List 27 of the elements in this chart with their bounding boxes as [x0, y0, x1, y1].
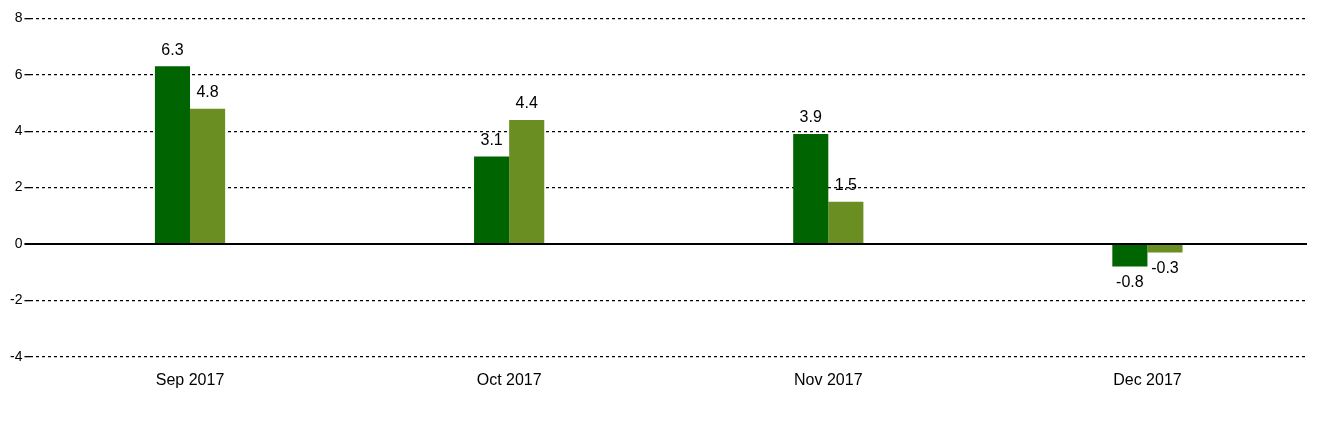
y-tick-label: 0	[14, 234, 23, 251]
bar	[793, 134, 829, 243]
y-tick-label: 6	[14, 65, 23, 82]
x-tick-label: Dec 2017	[1113, 370, 1182, 388]
y-tick-label: 4	[14, 122, 23, 139]
y-tick-label: 2	[14, 178, 23, 195]
x-tick-label: Nov 2017	[794, 370, 863, 388]
y-tick-label: -4	[10, 347, 23, 364]
bar	[509, 119, 545, 243]
y-tick-label: 8	[14, 9, 23, 26]
data-label: 4.8	[196, 83, 219, 101]
data-label: -0.8	[1116, 272, 1144, 290]
bar	[828, 201, 864, 243]
bar	[474, 156, 510, 243]
bar	[1112, 245, 1148, 267]
data-label: 3.1	[480, 130, 503, 148]
data-label: -0.3	[1151, 258, 1179, 276]
x-tick-label: Oct 2017	[476, 370, 542, 388]
y-tick-label: -2	[10, 291, 23, 308]
data-label: 1.5	[834, 176, 858, 194]
bar	[190, 108, 226, 243]
x-tick-label: Sep 2017	[155, 370, 225, 388]
bar	[1147, 245, 1183, 253]
bar	[154, 66, 191, 243]
data-label: 4.4	[515, 94, 538, 112]
data-label: 3.9	[799, 108, 822, 126]
data-label: 6.3	[161, 40, 184, 58]
